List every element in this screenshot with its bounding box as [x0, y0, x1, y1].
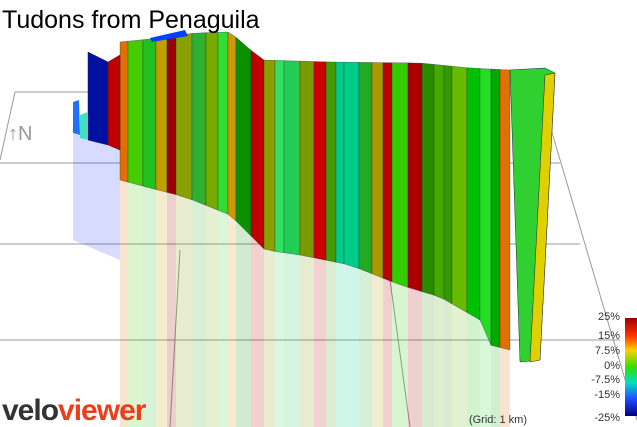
profile-end-side	[529, 72, 556, 363]
profile-strip	[479, 68, 492, 346]
profile-strip	[451, 66, 468, 313]
north-arrow: ↑N	[8, 123, 32, 145]
profile-fragment	[80, 112, 88, 140]
profile-strip	[335, 61, 345, 264]
profile-strip	[263, 59, 276, 252]
reflection-strip	[167, 192, 176, 427]
reflection-strip	[228, 214, 236, 427]
gradient-colorbar	[625, 318, 637, 416]
legend-label: 0%	[604, 360, 620, 372]
legend: 25% 15% 7.5% 0% -7.5% -15% -25%	[591, 311, 620, 424]
reflection-strip	[251, 236, 264, 427]
title: Tudons from Penaguila	[2, 6, 260, 34]
reflection-strip	[128, 182, 143, 427]
reflection-strip	[284, 252, 300, 427]
profile-strip	[407, 62, 423, 292]
reflection-strip	[156, 189, 167, 427]
legend-label: -15%	[594, 389, 620, 401]
reflection-strip	[452, 303, 467, 427]
reflection-strip	[480, 320, 491, 427]
elevation-profile	[73, 30, 556, 363]
reflection-strip	[264, 249, 275, 427]
reflection-strip	[336, 262, 344, 427]
profile-fragment	[73, 100, 80, 135]
profile-strip	[250, 49, 265, 250]
reflection-strip	[434, 295, 444, 427]
profile-strip	[175, 33, 193, 201]
reflection-strip	[314, 257, 326, 427]
reflection-strip	[491, 345, 500, 427]
reflection-strip	[236, 221, 251, 427]
profile-strip	[499, 69, 511, 351]
legend-label: 25%	[598, 311, 620, 323]
profile-strip	[358, 62, 373, 275]
reflection-strip	[176, 194, 192, 427]
profile-strip	[490, 68, 501, 348]
logo-viewer: viewer	[58, 394, 147, 427]
reflection-strip	[275, 251, 284, 427]
profile-strip	[227, 31, 237, 222]
profile-strip	[142, 38, 157, 190]
reflection-strip	[444, 299, 452, 427]
logo-velo: velo	[2, 394, 59, 427]
logo: veloviewer	[2, 394, 147, 427]
profile-strip	[371, 62, 384, 279]
reflection-strip	[218, 210, 228, 427]
profile-strip	[433, 64, 445, 300]
profile-strip	[325, 61, 337, 263]
reflection-strip	[392, 281, 408, 427]
reflection-strip	[467, 312, 480, 427]
grid-note: (Grid: 1 km)	[469, 414, 527, 426]
reflection-strip	[359, 268, 372, 427]
profile-reflection	[73, 133, 510, 427]
profile-top-edge	[150, 30, 188, 42]
profile-strip	[235, 36, 252, 237]
profile-strip	[217, 31, 229, 215]
profile-strip	[155, 36, 168, 193]
profile-strip	[191, 32, 207, 206]
reflection-strip	[143, 186, 156, 427]
reflection-strip	[372, 273, 383, 427]
reflection-strip	[408, 287, 422, 427]
legend-label: 7.5%	[595, 345, 620, 357]
profile-strip	[443, 65, 453, 305]
reflection-strip	[120, 180, 128, 427]
profile-strip	[466, 67, 481, 321]
profile-strip	[391, 62, 409, 288]
profile-strip	[119, 41, 129, 183]
profile-strip	[421, 63, 435, 296]
profile-strip	[313, 61, 327, 261]
profile-start	[87, 51, 109, 146]
legend-label: 15%	[598, 330, 620, 342]
reflection-strip	[344, 263, 359, 427]
reflection-start	[73, 133, 120, 260]
reflection-strip	[192, 199, 206, 427]
profile-strip	[166, 35, 177, 195]
profile-start-2	[107, 54, 121, 151]
reflection-strip	[500, 347, 510, 427]
legend-label: -25%	[594, 412, 620, 424]
profile-strip	[382, 62, 393, 283]
profile-strip	[283, 60, 301, 256]
legend-label: -7.5%	[591, 374, 620, 386]
profile-strip	[299, 60, 315, 258]
reflection-strip	[383, 278, 392, 427]
reflection-strip	[300, 255, 314, 427]
reflection-strip	[422, 291, 434, 427]
reflection-strip	[326, 260, 336, 427]
profile-strip	[205, 32, 219, 211]
profile-strip	[274, 60, 285, 253]
profile-strip	[127, 39, 144, 187]
profile-strip	[343, 62, 360, 269]
reflection-strip	[206, 205, 218, 427]
